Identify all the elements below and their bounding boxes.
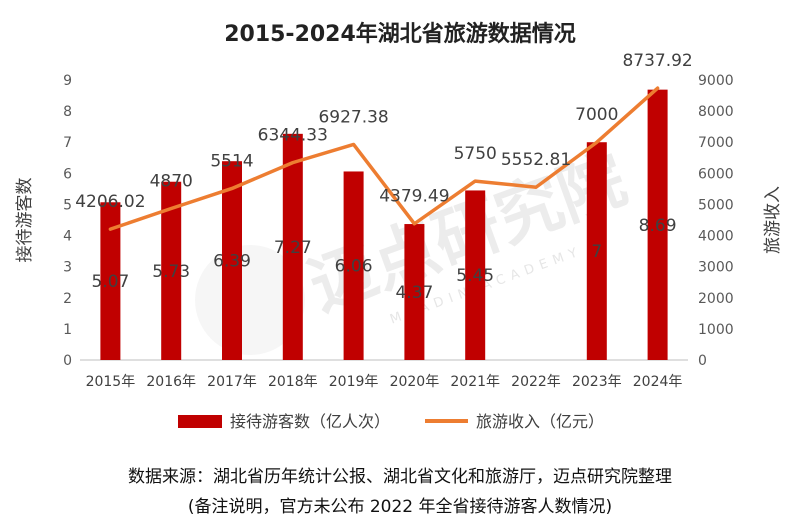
bar [100, 202, 121, 360]
bar-data-label: 6.06 [335, 257, 373, 277]
legend-swatch-bar [178, 415, 222, 428]
bar [282, 133, 303, 360]
y-tick-label: 5 [63, 197, 72, 213]
bar-data-label: 7.27 [274, 238, 312, 258]
line-data-label: 6344.33 [258, 126, 328, 146]
y-tick-label: 7 [63, 135, 72, 151]
bar [343, 171, 364, 360]
legend-label-line: 旅游收入（亿元） [476, 412, 604, 431]
legend-label-bar: 接待游客数（亿人次） [230, 412, 390, 431]
x-tick-label: 2015年 [86, 374, 136, 390]
y2-tick-label: 0 [698, 353, 707, 369]
y2-axis-title: 旅游收入 [763, 186, 783, 254]
x-tick-label: 2021年 [450, 374, 500, 390]
bar [647, 89, 668, 361]
y-axis-title: 接待游客数 [15, 178, 35, 263]
bar-data-label: 7 [591, 242, 602, 262]
line-data-label: 5514 [210, 151, 253, 171]
y2-tick-label: 4000 [698, 229, 734, 245]
line-data-label: 5750 [454, 144, 497, 164]
y2-tick-label: 3000 [698, 260, 734, 276]
x-tick-label: 2023年 [572, 374, 622, 390]
bar [222, 161, 242, 360]
line-data-label: 4206.02 [75, 192, 145, 212]
y2-tick-label: 2000 [698, 291, 734, 307]
y-tick-label: 2 [63, 291, 72, 307]
x-tick-label: 2020年 [390, 374, 440, 390]
bar [161, 181, 182, 360]
y2-tick-label: 9000 [698, 73, 734, 89]
x-tick-label: 2016年 [146, 374, 196, 390]
line-data-label: 4870 [150, 171, 193, 191]
x-tick-label: 2019年 [329, 374, 379, 390]
bar [404, 224, 425, 360]
bar-data-label: 8.69 [639, 216, 677, 236]
line-data-label: 6927.38 [318, 107, 388, 127]
y-tick-label: 3 [63, 260, 72, 276]
line-data-label: 4379.49 [379, 187, 449, 207]
y-tick-label: 9 [63, 73, 72, 89]
source-note: 数据来源：湖北省历年统计公报、湖北省文化和旅游厅，迈点研究院整理 [128, 467, 672, 487]
remark-note: (备注说明，官方未公布 2022 年全省接待游客人数情况) [187, 497, 613, 517]
y-tick-label: 4 [63, 229, 72, 245]
y2-tick-label: 7000 [698, 135, 734, 151]
y-tick-label: 8 [63, 104, 72, 120]
y2-tick-label: 6000 [698, 166, 734, 182]
bar-data-label: 5.07 [91, 272, 129, 292]
bar [586, 142, 607, 360]
line-data-label: 8737.92 [622, 51, 692, 71]
x-tick-label: 2018年 [268, 374, 318, 390]
y2-tick-label: 5000 [698, 197, 734, 213]
line-data-label: 7000 [575, 105, 618, 125]
bar-data-label: 6.39 [213, 252, 251, 272]
y-tick-label: 1 [63, 322, 72, 338]
bar [465, 190, 486, 360]
y2-tick-label: 8000 [698, 104, 734, 120]
y-tick-label: 6 [63, 166, 72, 182]
line-data-label: 5552.81 [501, 150, 571, 170]
x-tick-label: 2024年 [633, 374, 683, 390]
x-tick-label: 2017年 [207, 374, 257, 390]
y2-tick-label: 1000 [698, 322, 734, 338]
chart-title: 2015-2024年湖北省旅游数据情况 [224, 22, 576, 47]
x-tick-label: 2022年 [511, 374, 561, 390]
chart: 迈点研究院MEADIN ACADEMY012345678901000200030… [15, 51, 783, 431]
y-tick-label: 0 [63, 353, 72, 369]
bar-data-label: 5.73 [152, 262, 190, 282]
bar-data-label: 5.45 [456, 266, 494, 286]
bar-data-label: 4.37 [395, 283, 433, 303]
revenue-line [108, 86, 660, 231]
